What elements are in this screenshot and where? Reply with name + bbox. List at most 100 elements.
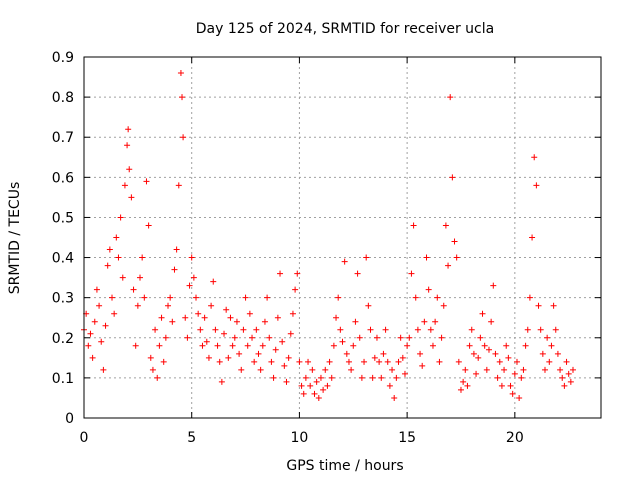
data-point — [524, 326, 531, 333]
data-point — [203, 338, 210, 345]
data-point — [330, 342, 337, 349]
data-point — [419, 362, 426, 369]
data-point — [289, 310, 296, 317]
data-point — [242, 294, 249, 301]
data-point — [546, 358, 553, 365]
data-point — [417, 350, 424, 357]
data-point — [223, 306, 230, 313]
data-point — [158, 314, 165, 321]
data-point — [376, 358, 383, 365]
data-point — [119, 274, 126, 281]
data-point — [109, 294, 116, 301]
data-point — [210, 278, 217, 285]
data-point — [152, 326, 159, 333]
data-point — [115, 254, 122, 261]
data-point — [281, 362, 288, 369]
data-point — [507, 382, 514, 389]
data-point — [175, 182, 182, 189]
data-point — [171, 266, 178, 273]
data-point — [130, 286, 137, 293]
data-point — [567, 378, 574, 385]
data-point — [184, 334, 191, 341]
y-tick-label: 0.6 — [52, 170, 74, 186]
data-point — [214, 342, 221, 349]
data-point — [451, 238, 458, 245]
data-point — [498, 382, 505, 389]
x-axis-label: GPS time / hours — [286, 458, 403, 474]
data-point — [317, 374, 324, 381]
data-point — [494, 374, 501, 381]
data-point — [425, 286, 432, 293]
data-point — [298, 382, 305, 389]
data-point — [429, 342, 436, 349]
data-point — [535, 302, 542, 309]
data-point — [106, 246, 113, 253]
data-point — [147, 354, 154, 361]
data-point — [139, 254, 146, 261]
data-point — [149, 366, 156, 373]
data-point — [182, 314, 189, 321]
data-point — [341, 258, 348, 265]
data-point — [548, 342, 555, 349]
data-point — [244, 342, 251, 349]
data-point — [339, 338, 346, 345]
data-point — [98, 338, 105, 345]
data-point — [569, 366, 576, 373]
data-point — [268, 358, 275, 365]
data-point — [208, 302, 215, 309]
data-point — [216, 358, 223, 365]
y-axis-ticks: 0 0.1 0.2 0.3 0.4 0.5 0.6 0.7 0.8 0.9 — [52, 50, 601, 427]
data-point — [231, 334, 238, 341]
data-point — [529, 234, 536, 241]
data-point — [266, 334, 273, 341]
data-point — [384, 358, 391, 365]
data-point — [199, 342, 206, 349]
data-point — [89, 354, 96, 361]
data-point — [240, 326, 247, 333]
data-point — [350, 342, 357, 349]
data-point — [113, 234, 120, 241]
data-point — [406, 334, 413, 341]
data-point — [294, 270, 301, 277]
data-point — [87, 330, 94, 337]
y-tick-label: 0.1 — [52, 371, 74, 387]
data-point — [565, 370, 572, 377]
data-point — [145, 222, 152, 229]
data-point — [190, 274, 197, 281]
data-point — [236, 350, 243, 357]
data-point — [438, 334, 445, 341]
data-point — [249, 334, 256, 341]
data-point — [404, 342, 411, 349]
data-point — [264, 294, 271, 301]
data-point — [186, 282, 193, 289]
data-point — [104, 262, 111, 269]
data-point — [125, 126, 132, 133]
data-point — [423, 254, 430, 261]
data-point — [326, 358, 333, 365]
data-point — [380, 350, 387, 357]
data-point — [455, 358, 462, 365]
data-point — [475, 354, 482, 361]
data-point — [401, 370, 408, 377]
data-point — [442, 222, 449, 229]
data-point — [460, 378, 467, 385]
data-point — [307, 382, 314, 389]
data-point — [167, 294, 174, 301]
data-point — [526, 294, 533, 301]
data-point — [501, 366, 508, 373]
data-point — [309, 366, 316, 373]
data-point — [544, 334, 551, 341]
data-point — [205, 354, 212, 361]
data-point — [283, 378, 290, 385]
data-point — [361, 358, 368, 365]
data-point — [292, 286, 299, 293]
data-point — [197, 326, 204, 333]
data-point — [554, 350, 561, 357]
data-point — [363, 254, 370, 261]
data-point — [117, 214, 124, 221]
data-point — [468, 326, 475, 333]
data-point — [399, 354, 406, 361]
data-point — [481, 342, 488, 349]
data-point — [496, 358, 503, 365]
